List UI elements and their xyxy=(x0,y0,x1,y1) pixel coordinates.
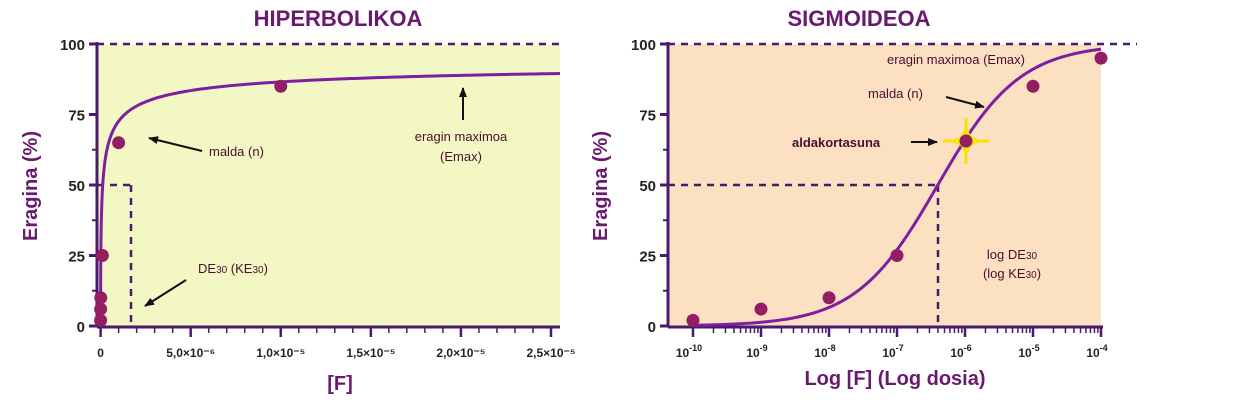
y-tick-label-left: 0 xyxy=(77,319,85,336)
arrow-de30-left xyxy=(144,279,187,307)
y-tick-label-right: 0 xyxy=(648,319,656,336)
x-tick-label-right: 10-7 xyxy=(882,343,903,360)
x-tick-label-right: 10-8 xyxy=(814,343,835,360)
x-tick-label-left: 2,5×10⁻⁵ xyxy=(526,346,575,360)
arrow-slope-right xyxy=(945,96,985,109)
annotation-emax-left-line2: (Emax) xyxy=(440,149,482,164)
y-tick-label-right: 25 xyxy=(639,249,656,266)
y-tick-label-right: 75 xyxy=(639,108,656,125)
x-tick-label-left: 1,5×10⁻⁵ xyxy=(346,346,395,360)
annotation-de30-left: DE30 (KE30) xyxy=(198,261,268,276)
x-tick-label-right: 10-6 xyxy=(950,343,971,360)
data-point-right xyxy=(1094,51,1108,65)
data-point-left xyxy=(94,313,108,327)
x-axis-label-left: [F] xyxy=(327,373,353,395)
y-tick-label-left: 50 xyxy=(68,178,85,195)
x-tick-label-right: 10-9 xyxy=(746,343,767,360)
data-point-left xyxy=(94,302,108,316)
chart-sigmoideoa: SIGMOIDEOA Eragina (%) Log [F] (Log dosi… xyxy=(590,6,1137,390)
chart-title-right: SIGMOIDEOA xyxy=(787,6,930,31)
x-tick-label-left: 0 xyxy=(97,346,104,360)
y-tick-label-left: 75 xyxy=(68,108,85,125)
chart-title-left: HIPERBOLIKOA xyxy=(254,6,423,31)
x-tick-label-right: 10-4 xyxy=(1086,343,1107,360)
data-point-left xyxy=(274,79,288,93)
x-axis-label-right: Log [F] (Log dosia) xyxy=(804,368,985,390)
data-point-left xyxy=(94,291,108,305)
annotation-variability: aldakortasuna xyxy=(792,135,881,150)
data-point-right xyxy=(890,249,904,262)
x-tick-label-left: 5,0×10⁻⁶ xyxy=(166,346,215,360)
annotation-log-de30: log DE30 xyxy=(987,247,1038,262)
annotation-log-ke30: (log KE30) xyxy=(983,266,1041,281)
x-tick-label-right: 10-5 xyxy=(1018,343,1039,360)
data-point-right xyxy=(754,302,768,316)
chart-hiperbolikoa: HIPERBOLIKOA Eragina (%) [F] 0255075100 … xyxy=(20,6,576,395)
data-point-right xyxy=(1026,79,1040,93)
data-point-right xyxy=(686,313,700,327)
x-tick-label-left: 2,0×10⁻⁵ xyxy=(436,346,485,360)
y-tick-label-left: 100 xyxy=(60,37,85,54)
y-axis-label-left: Eragina (%) xyxy=(20,131,42,241)
plot-area-left xyxy=(97,44,560,326)
y-tick-label-right: 100 xyxy=(631,37,656,54)
hyperbolic-curve xyxy=(99,72,561,326)
variability-point xyxy=(959,134,973,148)
annotation-emax-left-line1: eragin maximoa xyxy=(415,129,508,144)
data-point-right xyxy=(822,291,836,305)
data-point-left xyxy=(95,249,109,262)
annotation-emax-right: eragin maximoa (Emax) xyxy=(887,52,1025,67)
annotation-slope-left: malda (n) xyxy=(209,144,264,159)
y-tick-label-right: 50 xyxy=(639,178,656,195)
x-tick-label-right: 10-10 xyxy=(676,343,702,360)
y-tick-label-left: 25 xyxy=(68,249,85,266)
annotation-slope-right: malda (n) xyxy=(868,86,923,101)
x-tick-label-left: 1,0×10⁻⁵ xyxy=(256,346,305,360)
y-axis-label-right: Eragina (%) xyxy=(590,131,612,241)
data-point-left xyxy=(112,136,126,150)
arrow-slope-left xyxy=(148,136,203,152)
